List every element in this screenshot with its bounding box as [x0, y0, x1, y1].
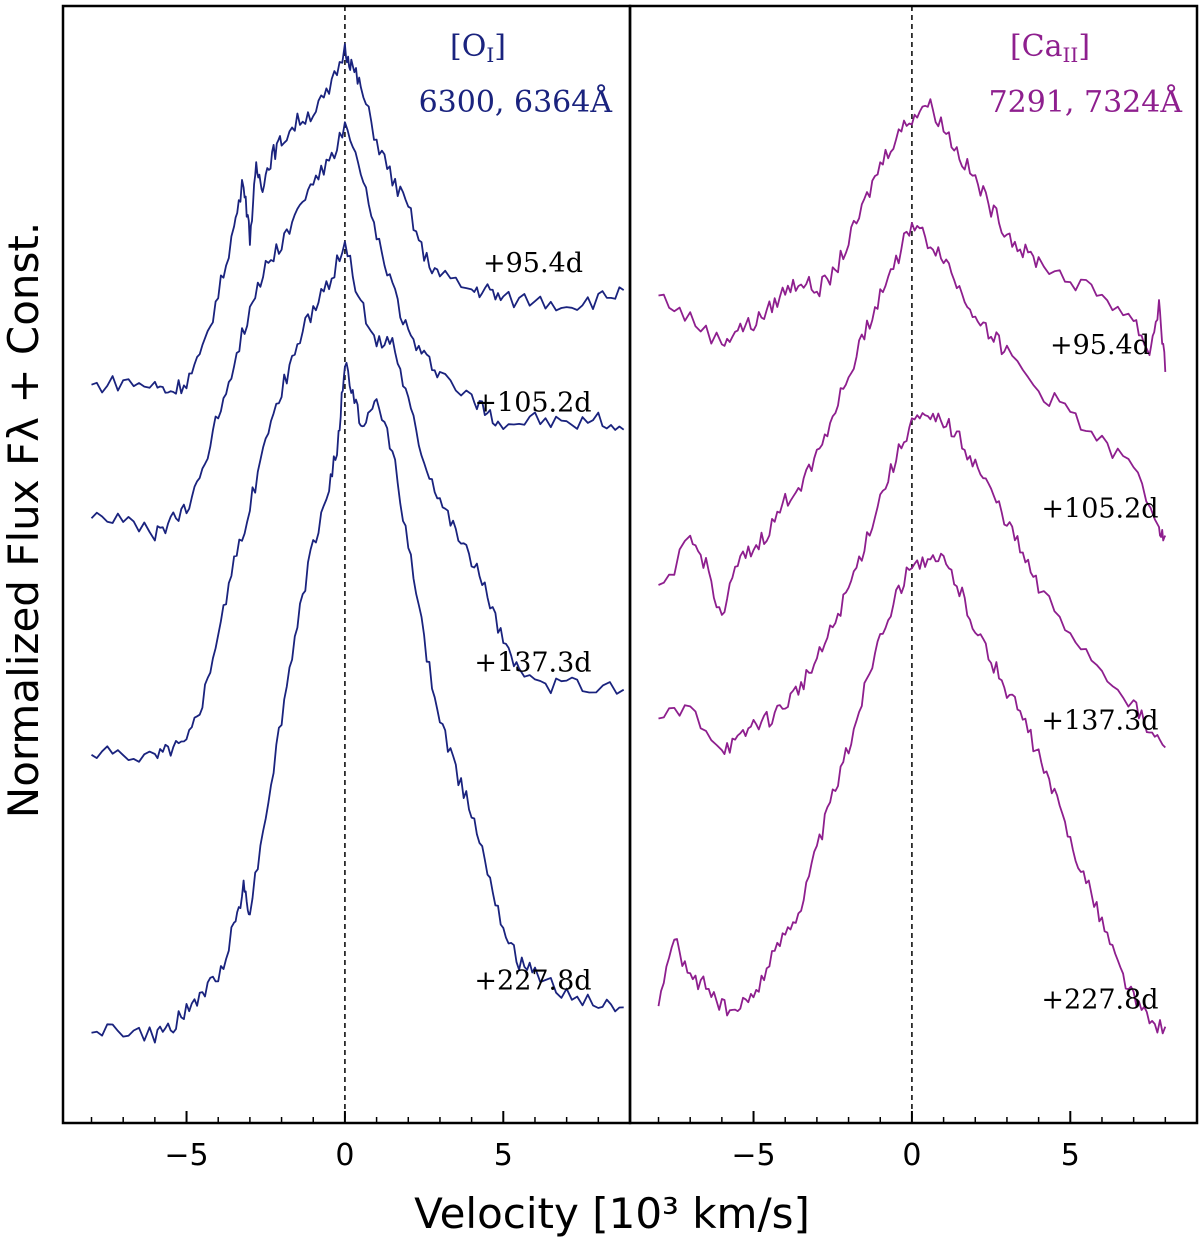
y-axis-label: Normalized Flux Fλ + Const.: [0, 222, 48, 818]
panel-oi-title-wavelengths: 6300, 6364Å: [419, 84, 613, 120]
epoch-label: +227.8d: [1041, 985, 1158, 1016]
spectrum-line-oi-1052d: [90, 121, 625, 542]
spectrum-line-caii-1052d: [658, 221, 1167, 616]
epoch-label: +95.4d: [1050, 330, 1150, 361]
panel-caii-title-ion: II: [1063, 43, 1079, 67]
spectrum-line-caii-1373d: [658, 412, 1166, 755]
panel-caii-series: [657, 98, 1167, 1035]
epoch-label: +105.2d: [474, 388, 591, 419]
epoch-label: +227.8d: [474, 965, 591, 996]
x-tick-label: 0: [335, 1138, 354, 1173]
panel-oi-title-species: [OI]: [450, 29, 506, 67]
panel-caii-title-wavelengths: 7291, 7324Å: [989, 84, 1183, 120]
panel-caii-x-axis: −5 0 5: [657, 1111, 1167, 1173]
epoch-label: +105.2d: [1041, 494, 1158, 525]
x-tick-label: −5: [731, 1138, 775, 1173]
x-tick-label: 5: [1061, 1138, 1080, 1173]
spectrum-line-caii-954d: [658, 98, 1167, 372]
epoch-label: +137.3d: [1041, 705, 1158, 736]
epoch-label: +95.4d: [483, 248, 583, 279]
spectrum-line-caii-2278d: [657, 552, 1167, 1035]
panel-oi-frame: [61, 4, 632, 1125]
x-tick-label: 0: [902, 1138, 921, 1173]
x-tick-label: 5: [494, 1138, 513, 1173]
panel-oi-series: [90, 43, 625, 1044]
panel-caii-epoch-labels: +95.4d +105.2d +137.3d +227.8d: [1041, 330, 1158, 1016]
panel-oi: −5 0 5 +95.4d +105.2d +137.3d +227.8d [OI] 63…: [61, 4, 632, 1173]
x-axis-label: Velocity [10³ km/s]: [414, 1189, 810, 1238]
panel-oi-x-axis: −5 0 5: [90, 1111, 600, 1173]
panel-caii-title-species: [CaII]: [1010, 29, 1090, 67]
spectrum-line-oi-1373d: [91, 240, 625, 763]
x-tick-label: −5: [164, 1138, 208, 1173]
epoch-label: +137.3d: [474, 648, 591, 679]
spectrum-line-oi-954d: [91, 43, 625, 395]
spectrum-line-oi-2278d: [91, 361, 624, 1044]
panel-caii: −5 0 5 +95.4d+105.2d+137.3d+227.8d [CaII] …: [628, 4, 1199, 1173]
panel-caii-frame: [628, 4, 1199, 1125]
panel-oi-epoch-labels: +95.4d +105.2d +137.3d +227.8d: [474, 248, 591, 996]
panel-oi-title-ion: I: [486, 43, 494, 67]
